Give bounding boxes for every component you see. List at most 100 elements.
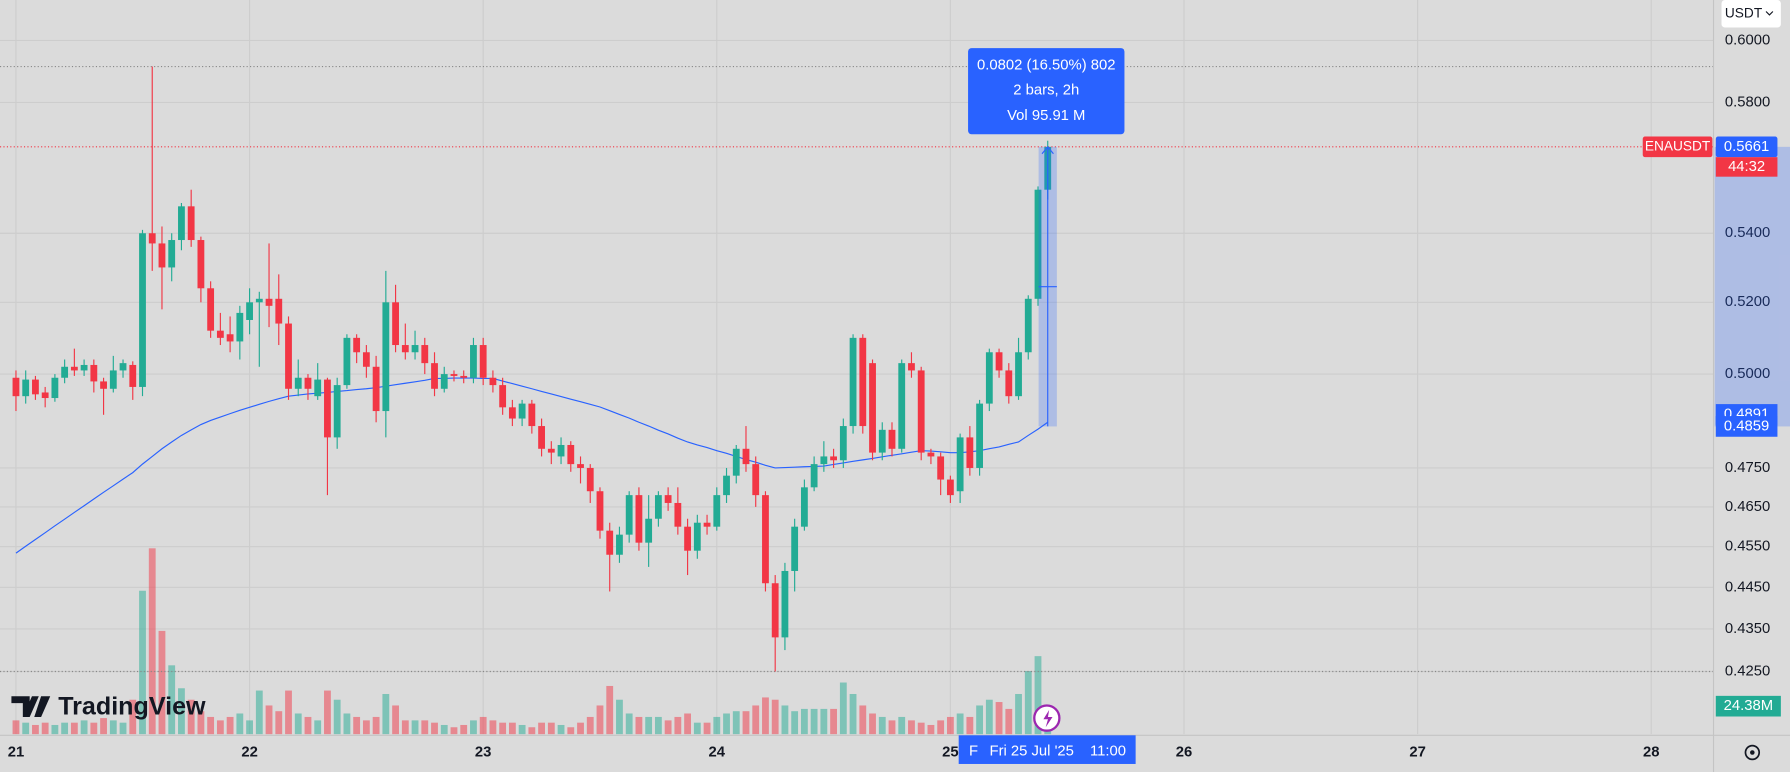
candle-body xyxy=(547,448,555,453)
volume-bar xyxy=(100,718,107,735)
x-tick-label: 26 xyxy=(1176,744,1192,760)
volume-bar xyxy=(324,690,331,735)
volume-bar xyxy=(557,724,565,735)
volume-bar xyxy=(70,722,78,735)
volume-bar xyxy=(119,722,127,735)
volume-bar xyxy=(1024,671,1032,735)
volume-bar xyxy=(538,722,545,735)
volume-bar xyxy=(781,705,789,735)
candle-body xyxy=(372,366,380,412)
volume-bar xyxy=(762,697,769,735)
volume-bar xyxy=(470,720,477,735)
x-tick-label: 21 xyxy=(8,744,24,760)
volume-bar xyxy=(645,716,653,735)
price-lines xyxy=(0,65,1714,673)
candle-body xyxy=(421,345,429,364)
y-tick-label: 0.4350 xyxy=(1725,621,1770,637)
volume-bar xyxy=(216,720,224,735)
currency-button[interactable] xyxy=(1721,0,1781,28)
axes: 0.6000 0.5800 0.5400 0.5200 0.5000 0.4750 0.46… xyxy=(8,32,1790,764)
candle-body xyxy=(742,448,750,465)
axis-range xyxy=(1714,146,1790,427)
volume-bar xyxy=(742,711,750,735)
event-icon-bolt[interactable] xyxy=(1043,710,1053,728)
volume-bar xyxy=(625,713,633,735)
volume-bar xyxy=(450,727,458,735)
volume-bar xyxy=(518,724,526,735)
candle-body xyxy=(966,437,974,468)
volume-bar xyxy=(431,722,438,735)
last-price-label: 0.5661 xyxy=(1724,139,1769,155)
volume-bar xyxy=(207,716,215,735)
volume-bar xyxy=(139,590,146,735)
candle-body xyxy=(839,426,847,461)
volume-bar xyxy=(401,720,409,735)
volume-bar xyxy=(586,716,594,735)
candle-body xyxy=(129,364,137,387)
settings-icon-dot[interactable] xyxy=(1750,750,1755,755)
candle-body xyxy=(946,479,954,496)
volume-bar xyxy=(908,720,915,735)
volume-bar xyxy=(800,708,808,735)
volume-bar xyxy=(684,713,691,735)
volume-bar xyxy=(888,720,896,735)
volume-bar xyxy=(440,724,448,735)
candle-body xyxy=(771,583,779,638)
measure-arrow xyxy=(1041,145,1054,155)
candle-body xyxy=(898,363,906,449)
candle-body xyxy=(985,352,993,404)
y-tick-label: 0.4650 xyxy=(1725,499,1770,515)
candle-body xyxy=(684,526,691,551)
currency[interactable]: USDT xyxy=(1725,5,1763,20)
candle-body xyxy=(22,379,30,397)
volume-bar xyxy=(411,720,419,735)
volume-bar xyxy=(343,713,351,735)
measure-volume: Vol 95.91 M xyxy=(1007,108,1085,124)
candle-body xyxy=(362,352,370,367)
candle-body xyxy=(976,403,984,468)
volume-bar xyxy=(917,722,925,735)
brand-logo: TradingView xyxy=(11,692,206,720)
candle-body xyxy=(411,345,419,353)
countdown: 44:32 xyxy=(1728,159,1765,175)
candle-body xyxy=(888,429,896,449)
settings-icon[interactable] xyxy=(1744,744,1761,761)
volume-bar xyxy=(51,724,59,735)
volume-bar xyxy=(606,685,614,735)
volume-bar xyxy=(1034,656,1042,735)
y-tick-label: 0.5000 xyxy=(1725,366,1770,382)
volume-bar xyxy=(703,722,711,735)
candle-body xyxy=(849,337,857,427)
candle-body xyxy=(236,312,244,342)
volume-bar xyxy=(479,716,487,735)
candle-body xyxy=(450,374,458,376)
candle-body xyxy=(41,392,49,399)
candle-body xyxy=(226,334,234,342)
candle-body xyxy=(246,302,253,320)
volume-bar xyxy=(314,720,322,735)
volume-bar xyxy=(596,705,604,735)
candle-body xyxy=(703,522,711,527)
candle-body xyxy=(275,298,283,324)
volume-bar xyxy=(226,716,234,735)
candle-body xyxy=(752,464,760,496)
volume-bar xyxy=(1015,693,1022,735)
candle-body xyxy=(343,337,351,386)
candle-body xyxy=(479,345,487,378)
dropdown-icon[interactable] xyxy=(1765,11,1774,16)
candle-body xyxy=(625,495,633,535)
volume-bar xyxy=(995,702,1003,735)
volume-bar xyxy=(674,716,682,735)
y-tick-label: 0.5800 xyxy=(1725,94,1770,110)
candle-body xyxy=(353,337,361,353)
volume-bar xyxy=(791,711,799,735)
volume-bar xyxy=(22,722,30,735)
volume-bar xyxy=(1005,708,1013,735)
candle-body xyxy=(216,330,224,338)
candle-body xyxy=(1005,370,1013,397)
candle-body xyxy=(32,379,39,395)
volume-bar xyxy=(577,722,584,735)
volume-bar xyxy=(752,705,760,735)
volume-bar xyxy=(878,716,886,735)
